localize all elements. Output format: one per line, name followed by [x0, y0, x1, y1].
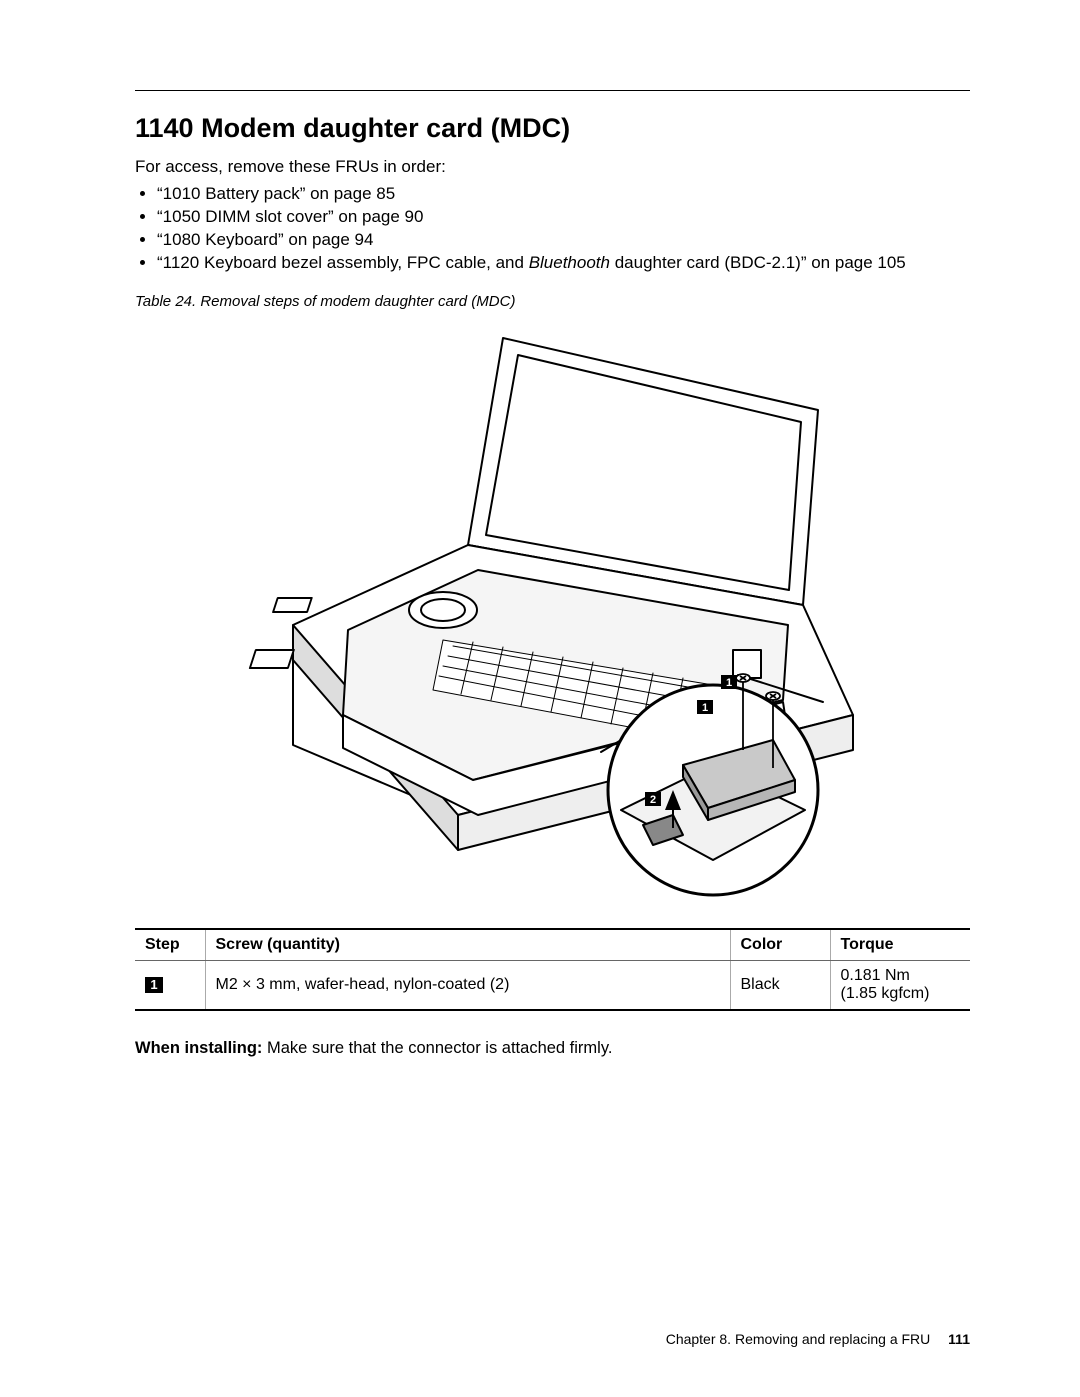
manual-page: 1140 Modem daughter card (MDC) For acces… [0, 0, 1080, 1397]
th-step: Step [135, 929, 205, 961]
screw-spec-table: Step Screw (quantity) Color Torque 1 M2 … [135, 928, 970, 1011]
fru-item-text: daughter card (BDC-2.1)” on page 105 [610, 253, 906, 272]
fru-item-italic: Bluethooth [529, 253, 610, 272]
install-note-text: Make sure that the connector is attached… [262, 1039, 612, 1057]
th-color: Color [730, 929, 830, 961]
fru-item: “1050 DIMM slot cover” on page 90 [157, 206, 970, 229]
removal-figure: 1 1 2 [135, 320, 970, 900]
install-note: When installing: Make sure that the conn… [135, 1039, 970, 1058]
td-torque: 0.181 Nm (1.85 kgfcm) [830, 960, 970, 1010]
td-step: 1 [135, 960, 205, 1010]
top-rule [135, 90, 970, 91]
callout-2: 2 [649, 794, 655, 806]
table-row: 1 M2 × 3 mm, wafer-head, nylon-coated (2… [135, 960, 970, 1010]
th-torque: Torque [830, 929, 970, 961]
fru-item: “1120 Keyboard bezel assembly, FPC cable… [157, 252, 970, 275]
callout-1a: 1 [725, 677, 731, 689]
td-screw: M2 × 3 mm, wafer-head, nylon-coated (2) [205, 960, 730, 1010]
table-header-row: Step Screw (quantity) Color Torque [135, 929, 970, 961]
footer-page-number: 111 [948, 1331, 970, 1347]
fru-item: “1080 Keyboard” on page 94 [157, 229, 970, 252]
torque-line1: 0.181 Nm [841, 967, 910, 984]
footer-chapter: Chapter 8. Removing and replacing a FRU [666, 1331, 931, 1347]
intro-text: For access, remove these FRUs in order: [135, 156, 970, 179]
fru-item: “1010 Battery pack” on page 85 [157, 183, 970, 206]
laptop-diagram-svg: 1 1 2 [243, 320, 863, 900]
step-badge: 1 [145, 977, 163, 993]
th-screw: Screw (quantity) [205, 929, 730, 961]
callout-1b: 1 [701, 702, 707, 714]
section-title: 1140 Modem daughter card (MDC) [135, 113, 970, 144]
torque-line2: (1.85 kgfcm) [841, 985, 930, 1002]
table-caption: Table 24. Removal steps of modem daughte… [135, 293, 970, 310]
page-footer: Chapter 8. Removing and replacing a FRU … [666, 1331, 970, 1347]
td-color: Black [730, 960, 830, 1010]
fru-list: “1010 Battery pack” on page 85 “1050 DIM… [135, 183, 970, 275]
install-note-lead: When installing: [135, 1039, 262, 1057]
fru-item-text: “1120 Keyboard bezel assembly, FPC cable… [157, 253, 529, 272]
